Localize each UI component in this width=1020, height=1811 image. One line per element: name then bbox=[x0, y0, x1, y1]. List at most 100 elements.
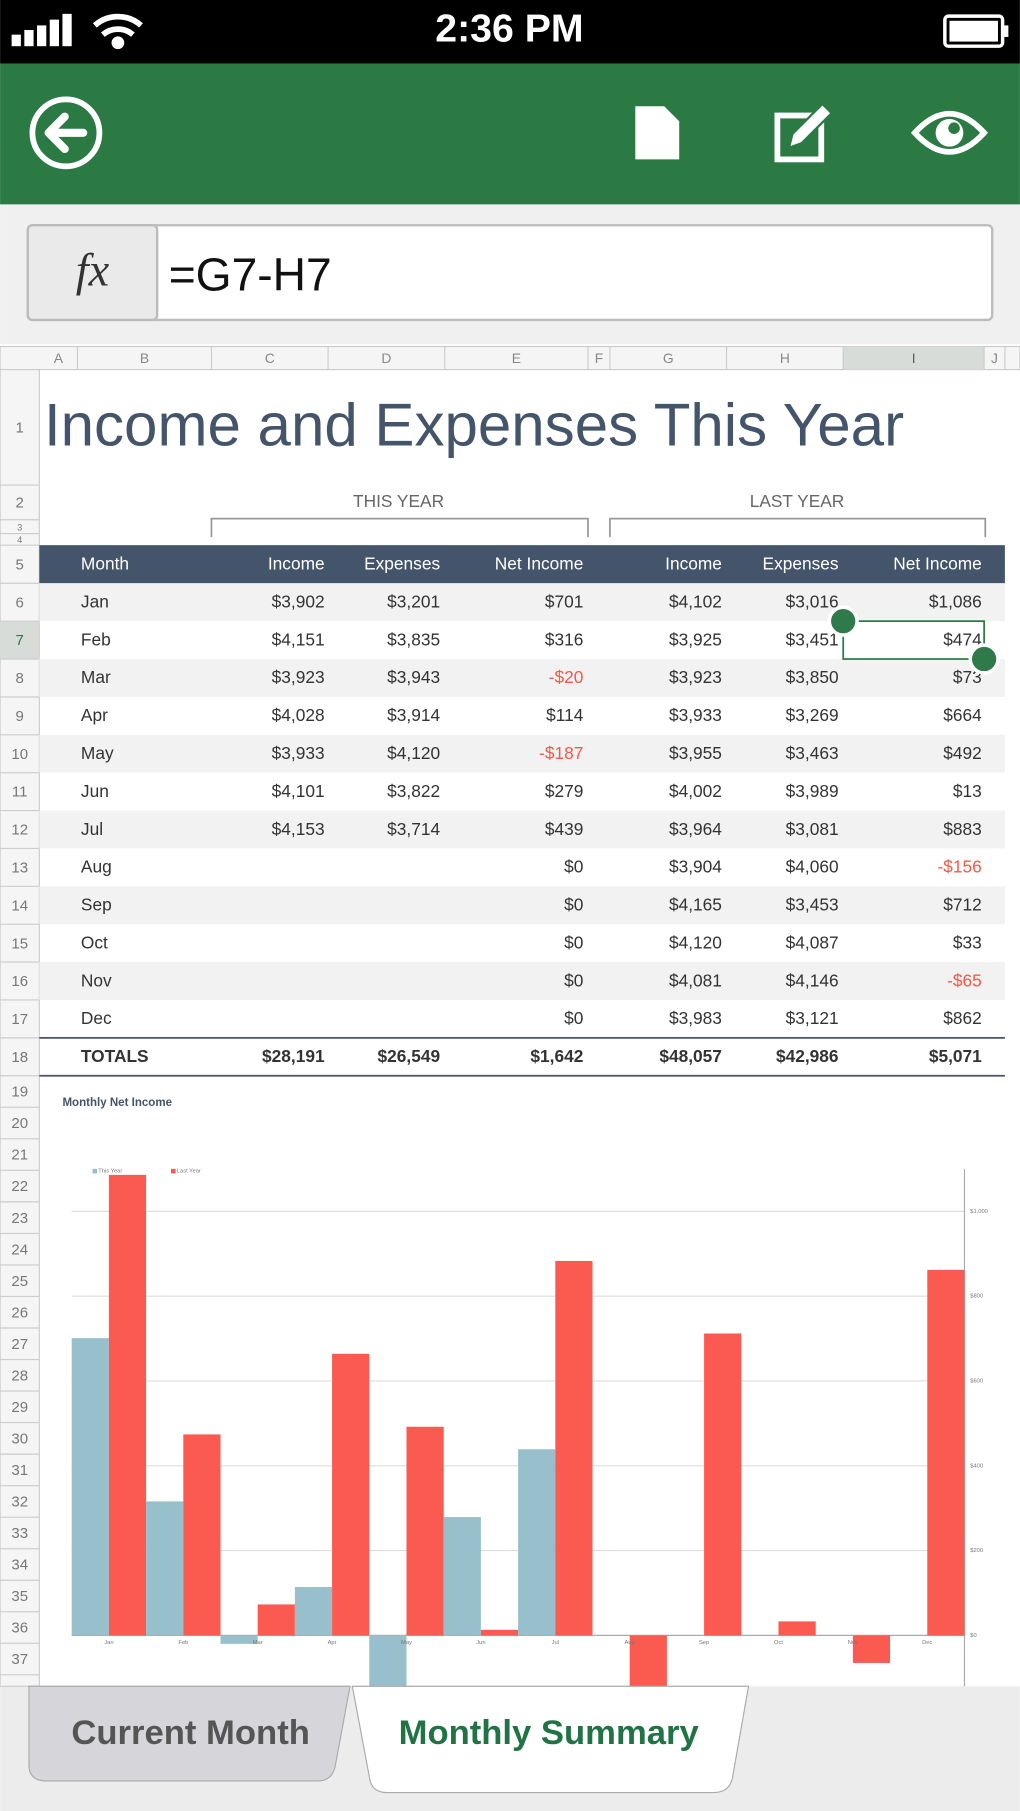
row-label: 19 bbox=[11, 1084, 28, 1101]
table-cell: $3,451 bbox=[786, 629, 839, 649]
table-cell: $4,120 bbox=[387, 743, 440, 763]
table-cell: Dec bbox=[81, 1008, 112, 1028]
column-label: H bbox=[780, 350, 790, 366]
table-cell: $0 bbox=[564, 857, 583, 877]
table-cell: $4,102 bbox=[669, 591, 722, 611]
selection-handle[interactable] bbox=[968, 643, 1000, 675]
tab[interactable] bbox=[28, 1685, 351, 1782]
row-label: 5 bbox=[16, 556, 24, 573]
table-header: Net Income bbox=[495, 553, 584, 573]
table-cell: $3,081 bbox=[786, 819, 839, 839]
row-label: 29 bbox=[11, 1399, 28, 1416]
table-cell: Jul bbox=[81, 819, 103, 839]
x-tick-label: Dec bbox=[922, 1640, 932, 1646]
table-cell: $4,087 bbox=[786, 932, 839, 952]
tab-label: Monthly Summary bbox=[399, 1714, 700, 1752]
table-cell: $73 bbox=[953, 667, 982, 687]
table-header: Net Income bbox=[893, 553, 982, 573]
table-cell: Sep bbox=[81, 895, 112, 915]
x-tick-label: Apr bbox=[328, 1640, 337, 1646]
column-label: J bbox=[991, 350, 998, 366]
group-label: LAST YEAR bbox=[750, 491, 845, 511]
selected-column-header bbox=[843, 346, 985, 370]
table-cell: $3,914 bbox=[387, 705, 440, 725]
formula-text: =G7-H7 bbox=[169, 249, 332, 301]
fx-button[interactable] bbox=[26, 224, 159, 322]
table-cell: $3,850 bbox=[786, 667, 839, 687]
back-button[interactable] bbox=[29, 96, 103, 170]
totals-cell: $26,549 bbox=[378, 1046, 441, 1066]
table-header: Income bbox=[665, 553, 722, 573]
bar bbox=[852, 1635, 891, 1663]
table-cell: $3,925 bbox=[669, 629, 722, 649]
legend-swatch bbox=[171, 1168, 176, 1174]
edit-button[interactable] bbox=[774, 102, 834, 163]
selected-row-header bbox=[0, 621, 40, 660]
table-header: Month bbox=[81, 553, 129, 573]
row-label: 33 bbox=[11, 1525, 28, 1542]
totals-cell: TOTALS bbox=[81, 1046, 149, 1066]
table-cell: $4,153 bbox=[272, 819, 325, 839]
table-cell: $3,835 bbox=[387, 629, 440, 649]
legend-label: Last Year bbox=[177, 1169, 201, 1175]
table-header: Expenses bbox=[763, 553, 839, 573]
bar bbox=[443, 1517, 481, 1636]
legend-label: This Year bbox=[98, 1169, 122, 1175]
row-label: 13 bbox=[11, 860, 28, 877]
y-tick-label: $0 bbox=[970, 1633, 976, 1639]
row-header-bar bbox=[0, 369, 40, 1687]
table-cell: $3,904 bbox=[669, 857, 722, 877]
bar bbox=[294, 1587, 333, 1636]
row-label: 15 bbox=[11, 935, 28, 952]
view-button[interactable] bbox=[910, 110, 989, 155]
table-cell: $3,121 bbox=[786, 1008, 839, 1028]
bar bbox=[332, 1353, 370, 1636]
column-label: I bbox=[912, 350, 916, 366]
file-button[interactable] bbox=[635, 106, 680, 160]
row-label: 21 bbox=[11, 1147, 28, 1164]
y-tick-label: $400 bbox=[970, 1463, 983, 1469]
row-label: 28 bbox=[11, 1367, 28, 1384]
x-tick-label: Nov bbox=[848, 1640, 858, 1646]
chart-plot bbox=[71, 1168, 966, 1687]
row-label: 7 bbox=[16, 632, 24, 649]
table-cell: $3,463 bbox=[786, 743, 839, 763]
row-label: 3 bbox=[17, 522, 22, 532]
selection-handle[interactable] bbox=[827, 605, 859, 637]
bar bbox=[778, 1621, 816, 1636]
row-label: 35 bbox=[11, 1588, 28, 1605]
table-cell: $279 bbox=[545, 781, 584, 801]
x-tick-label: Jul bbox=[552, 1640, 559, 1646]
table-cell: $3,923 bbox=[272, 667, 325, 687]
y-tick-label: $600 bbox=[970, 1379, 983, 1385]
clock: 2:36 PM bbox=[435, 7, 583, 51]
row-label: 8 bbox=[16, 670, 24, 687]
group-bracket bbox=[210, 517, 589, 538]
table-cell: $316 bbox=[545, 629, 584, 649]
table-cell: Jan bbox=[81, 591, 109, 611]
table-cell: $3,989 bbox=[786, 781, 839, 801]
totals-cell: $42,986 bbox=[776, 1046, 839, 1066]
bar bbox=[629, 1635, 667, 1687]
table-cell: $492 bbox=[943, 743, 982, 763]
chart-title: Monthly Net Income bbox=[62, 1097, 172, 1109]
tab[interactable] bbox=[351, 1685, 750, 1794]
column-label: E bbox=[512, 350, 521, 366]
totals-cell: $1,642 bbox=[530, 1046, 583, 1066]
row-label: 20 bbox=[11, 1115, 28, 1132]
legend-swatch bbox=[92, 1168, 98, 1174]
row-shade bbox=[39, 734, 1005, 773]
table-cell: $3,453 bbox=[786, 895, 839, 915]
row-label: 18 bbox=[11, 1049, 28, 1066]
y-tick-label: $200 bbox=[970, 1548, 983, 1554]
tab-label: Current Month bbox=[71, 1714, 310, 1752]
x-tick-label: Mar bbox=[253, 1640, 263, 1646]
row-label: 36 bbox=[11, 1620, 28, 1637]
bar bbox=[704, 1333, 742, 1636]
table-header: Income bbox=[268, 553, 325, 573]
table-cell: $3,964 bbox=[669, 819, 722, 839]
row-label: 32 bbox=[11, 1494, 28, 1511]
table-cell: Feb bbox=[81, 629, 111, 649]
table-cell: $3,933 bbox=[272, 743, 325, 763]
